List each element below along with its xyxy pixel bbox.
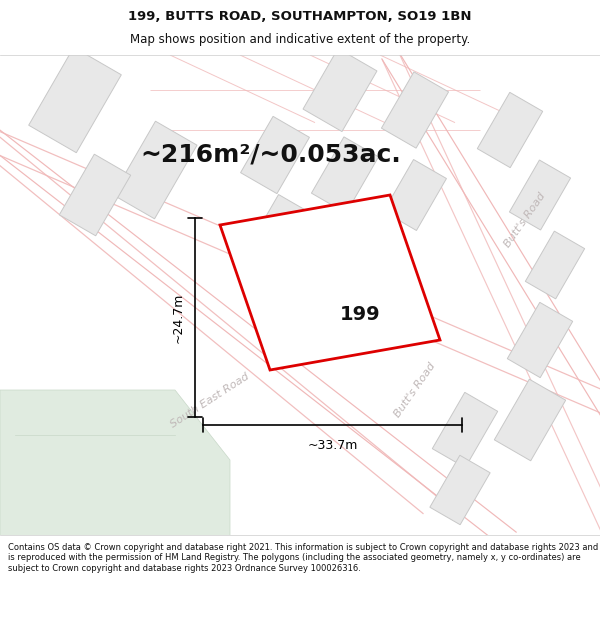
Polygon shape bbox=[59, 154, 131, 236]
Polygon shape bbox=[509, 160, 571, 230]
Polygon shape bbox=[526, 231, 584, 299]
Polygon shape bbox=[303, 49, 377, 131]
Polygon shape bbox=[311, 137, 379, 213]
Polygon shape bbox=[314, 214, 376, 286]
Polygon shape bbox=[494, 379, 566, 461]
Text: ~33.7m: ~33.7m bbox=[307, 439, 358, 452]
Text: Butt's Road: Butt's Road bbox=[392, 361, 437, 419]
Polygon shape bbox=[113, 121, 197, 219]
Text: ~24.7m: ~24.7m bbox=[172, 292, 185, 342]
Polygon shape bbox=[382, 72, 449, 148]
Text: 199: 199 bbox=[340, 306, 380, 324]
Polygon shape bbox=[432, 392, 498, 468]
Text: Butt's Road: Butt's Road bbox=[503, 191, 547, 249]
Text: South East Road: South East Road bbox=[169, 371, 251, 429]
Polygon shape bbox=[383, 159, 446, 231]
Polygon shape bbox=[477, 92, 543, 168]
Text: ~216m²/~0.053ac.: ~216m²/~0.053ac. bbox=[140, 143, 401, 167]
Polygon shape bbox=[430, 455, 490, 525]
Text: Contains OS data © Crown copyright and database right 2021. This information is : Contains OS data © Crown copyright and d… bbox=[8, 543, 598, 572]
Polygon shape bbox=[248, 194, 311, 266]
Polygon shape bbox=[507, 302, 573, 378]
Polygon shape bbox=[29, 48, 121, 152]
Polygon shape bbox=[0, 390, 230, 540]
Polygon shape bbox=[241, 116, 310, 194]
Text: Map shows position and indicative extent of the property.: Map shows position and indicative extent… bbox=[130, 32, 470, 46]
Text: 199, BUTTS ROAD, SOUTHAMPTON, SO19 1BN: 199, BUTTS ROAD, SOUTHAMPTON, SO19 1BN bbox=[128, 11, 472, 24]
Polygon shape bbox=[220, 195, 440, 370]
